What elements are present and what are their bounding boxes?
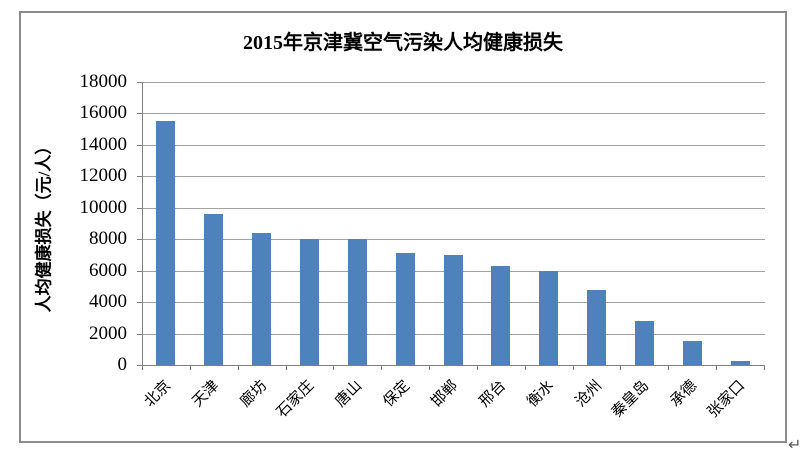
y-axis-tick bbox=[137, 113, 142, 115]
x-axis-tick bbox=[190, 365, 191, 370]
bar-石家庄[interactable] bbox=[300, 239, 319, 365]
y-axis-tick-label: 14000 bbox=[79, 133, 128, 155]
x-axis-tick-label: 天津 bbox=[189, 377, 223, 411]
x-axis-tick bbox=[142, 365, 143, 370]
x-axis-tick-label: 北京 bbox=[141, 377, 175, 411]
y-axis-tick bbox=[137, 270, 142, 272]
x-axis-tick bbox=[286, 365, 287, 370]
bar-张家口[interactable] bbox=[731, 361, 750, 365]
y-axis-title: 人均健康损失（元/人） bbox=[34, 137, 54, 313]
y-axis-tick bbox=[137, 239, 142, 241]
y-axis-tick bbox=[137, 333, 142, 335]
x-axis-tick-label: 张家口 bbox=[704, 377, 749, 421]
x-axis-tick bbox=[429, 365, 430, 370]
gridline bbox=[142, 82, 765, 83]
y-axis-tick-label: 2000 bbox=[89, 322, 127, 344]
x-axis-tick-label: 沧州 bbox=[572, 377, 606, 411]
y-axis-tick-label: 6000 bbox=[89, 259, 127, 281]
x-axis-tick bbox=[525, 365, 526, 370]
bar-天津[interactable] bbox=[204, 214, 223, 365]
y-axis-tick-label: 18000 bbox=[79, 71, 128, 92]
bar-邢台[interactable] bbox=[491, 266, 510, 365]
x-axis-tick-label: 邢台 bbox=[476, 377, 510, 411]
y-axis-tick bbox=[137, 302, 142, 304]
y-axis-tick bbox=[137, 207, 142, 209]
bar-北京[interactable] bbox=[156, 121, 175, 365]
bar-保定[interactable] bbox=[396, 253, 415, 365]
y-axis-tick bbox=[137, 82, 142, 83]
x-axis-tick bbox=[620, 365, 621, 370]
chart-frame[interactable]: 2015年京津冀空气污染人均健康损失 人均健康损失（元/人） 0 2000 4000… bbox=[19, 11, 787, 443]
y-axis-tick-label: 12000 bbox=[79, 165, 128, 187]
x-axis-tick bbox=[716, 365, 717, 370]
y-axis-tick-label: 8000 bbox=[89, 228, 127, 250]
x-axis-tick-label: 秦皇岛 bbox=[608, 377, 653, 421]
gridline bbox=[142, 176, 765, 178]
paragraph-return-mark: ↵ bbox=[788, 437, 800, 454]
x-axis-tick-label: 廊坊 bbox=[237, 377, 271, 411]
bar-唐山[interactable] bbox=[348, 239, 367, 365]
gridline bbox=[142, 207, 765, 209]
gridline bbox=[142, 113, 765, 115]
y-axis-tick bbox=[137, 176, 142, 178]
x-axis-tick bbox=[573, 365, 574, 370]
y-axis-tick bbox=[137, 144, 142, 146]
bar-邯郸[interactable] bbox=[444, 255, 463, 365]
gridline bbox=[142, 239, 765, 241]
bar-衡水[interactable] bbox=[539, 271, 558, 365]
x-axis-tick bbox=[238, 365, 239, 370]
bar-廊坊[interactable] bbox=[252, 233, 271, 365]
x-axis-tick bbox=[668, 365, 669, 370]
x-axis-tick-label: 石家庄 bbox=[273, 377, 318, 421]
x-axis-tick-label: 邯郸 bbox=[428, 377, 462, 411]
chart-title: 2015年京津冀空气污染人均健康损失 bbox=[243, 32, 563, 54]
y-axis-tick-label: 0 bbox=[117, 354, 128, 375]
y-axis-tick bbox=[137, 365, 142, 366]
x-axis-tick-label: 衡水 bbox=[524, 377, 558, 411]
x-axis-tick-label: 唐山 bbox=[332, 377, 366, 411]
y-axis-line bbox=[142, 82, 143, 366]
x-axis-tick bbox=[381, 365, 382, 370]
x-axis-tick bbox=[764, 365, 765, 370]
x-axis-tick-label: 保定 bbox=[380, 377, 414, 411]
bar-秦皇岛[interactable] bbox=[635, 321, 654, 365]
x-axis-tick bbox=[333, 365, 334, 370]
y-axis-tick-label: 4000 bbox=[89, 291, 127, 313]
bar-承德[interactable] bbox=[683, 341, 702, 365]
y-axis-tick-label: 10000 bbox=[79, 196, 128, 218]
y-axis-tick-label: 16000 bbox=[79, 102, 128, 124]
bar-沧州[interactable] bbox=[587, 290, 606, 365]
x-axis-tick-label: 承德 bbox=[667, 377, 701, 411]
x-axis-tick bbox=[477, 365, 478, 370]
x-axis-line bbox=[142, 365, 765, 366]
gridline bbox=[142, 144, 765, 146]
